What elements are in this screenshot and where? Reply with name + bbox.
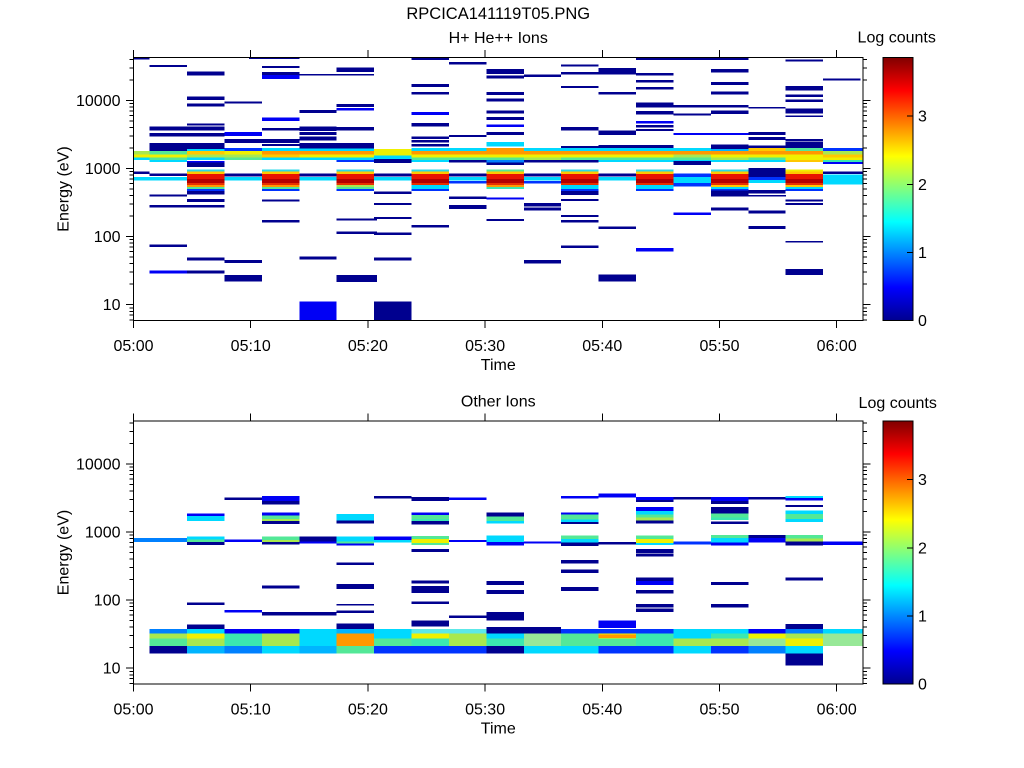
- svg-text:10: 10: [103, 661, 121, 678]
- svg-text:05:10: 05:10: [231, 702, 271, 719]
- svg-text:05:30: 05:30: [465, 338, 505, 355]
- svg-text:3: 3: [918, 109, 927, 126]
- svg-text:Log counts: Log counts: [858, 30, 936, 47]
- svg-text:2: 2: [918, 177, 927, 194]
- svg-text:05:20: 05:20: [348, 702, 388, 719]
- svg-text:3: 3: [918, 472, 927, 489]
- svg-text:0: 0: [918, 313, 927, 330]
- svg-text:06:00: 06:00: [817, 702, 857, 719]
- svg-text:Time: Time: [481, 357, 516, 374]
- svg-text:05:30: 05:30: [465, 702, 505, 719]
- svg-text:10: 10: [103, 297, 121, 314]
- svg-text:05:40: 05:40: [582, 338, 622, 355]
- svg-text:100: 100: [94, 229, 121, 246]
- svg-text:2: 2: [918, 540, 927, 557]
- svg-text:Energy (eV): Energy (eV): [56, 510, 73, 595]
- svg-text:05:40: 05:40: [582, 702, 622, 719]
- svg-text:05:10: 05:10: [231, 338, 271, 355]
- svg-text:05:20: 05:20: [348, 338, 388, 355]
- svg-text:1000: 1000: [85, 525, 121, 542]
- svg-text:05:50: 05:50: [699, 702, 739, 719]
- svg-text:H+ He++ Ions: H+ He++ Ions: [449, 30, 548, 47]
- svg-text:1: 1: [918, 245, 927, 262]
- svg-text:05:50: 05:50: [699, 338, 739, 355]
- svg-text:RPCICA141119T05.PNG: RPCICA141119T05.PNG: [406, 5, 590, 23]
- svg-text:1: 1: [918, 608, 927, 625]
- svg-text:05:00: 05:00: [113, 338, 153, 355]
- svg-text:Time: Time: [481, 721, 516, 738]
- svg-text:10000: 10000: [76, 93, 121, 110]
- svg-text:100: 100: [94, 593, 121, 610]
- svg-text:06:00: 06:00: [817, 338, 857, 355]
- svg-text:0: 0: [918, 677, 927, 694]
- svg-text:Energy (eV): Energy (eV): [56, 146, 73, 231]
- svg-text:Other Ions: Other Ions: [461, 394, 536, 411]
- svg-text:05:00: 05:00: [113, 702, 153, 719]
- svg-text:10000: 10000: [76, 456, 121, 473]
- svg-text:1000: 1000: [85, 161, 121, 178]
- svg-text:Log counts: Log counts: [859, 395, 937, 412]
